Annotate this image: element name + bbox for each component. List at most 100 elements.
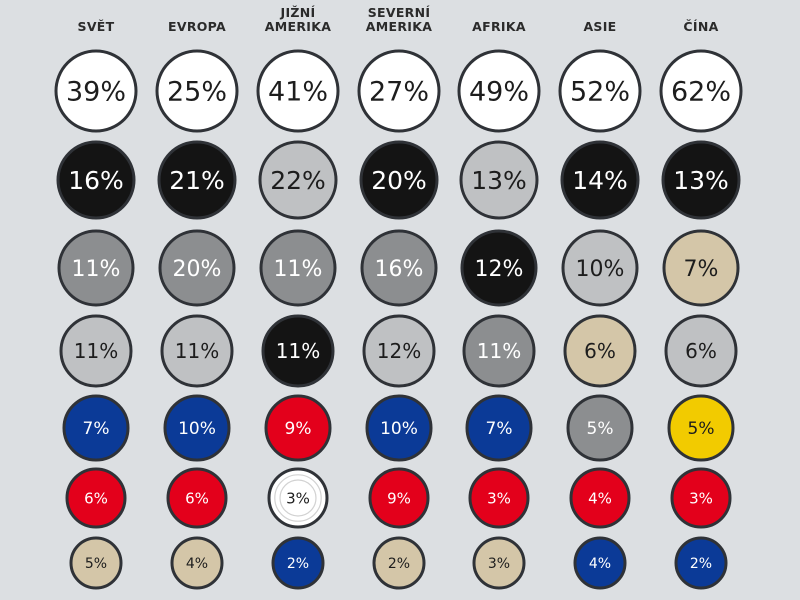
bubble-circle (468, 467, 530, 529)
bubble: 13% (661, 140, 741, 220)
bubble-value: 11% (175, 339, 219, 363)
bubble-value: 12% (475, 257, 524, 282)
bubble-value: 4% (186, 556, 208, 572)
bubble-value: 7% (486, 419, 513, 439)
bubble-circle (462, 314, 536, 388)
bubble-value: 13% (471, 166, 527, 195)
bubble-value: 11% (276, 339, 320, 363)
bubble-value: 4% (588, 489, 612, 507)
bubble-value: 3% (487, 489, 511, 507)
bubble-value: 10% (576, 257, 625, 282)
bubble: 2% (674, 536, 728, 590)
bubble-value: 12% (377, 339, 421, 363)
bubble: 12% (362, 314, 436, 388)
bubble: 9% (264, 394, 332, 462)
bubble: 3% (670, 467, 732, 529)
bubble-value: 27% (369, 77, 429, 108)
bubble-value: 16% (375, 257, 424, 282)
bubble-value: 14% (572, 166, 628, 195)
bubble: 25% (155, 49, 239, 133)
bubble-circle (670, 467, 732, 529)
bubble-value: 3% (488, 556, 510, 572)
column-header: EVROPA (168, 19, 226, 34)
column-header: SVĚT (78, 19, 115, 34)
bubble: 39% (54, 49, 138, 133)
bubble: 4% (569, 467, 631, 529)
column-header: ČÍNA (683, 19, 718, 34)
bubble-circle (365, 394, 433, 462)
bubble-value: 3% (286, 489, 310, 507)
bubble-circle (662, 229, 740, 307)
bubble-circle (661, 140, 741, 220)
bubble: 6% (166, 467, 228, 529)
bubble: 52% (558, 49, 642, 133)
bubble-circle (560, 140, 640, 220)
bubble-circle (659, 49, 743, 133)
bubble: 21% (157, 140, 237, 220)
bubble-value: 11% (274, 257, 323, 282)
bubble-value: 25% (167, 77, 227, 108)
bubble: 6% (664, 314, 738, 388)
bubble-value: 52% (570, 77, 630, 108)
bubble-value: 49% (469, 77, 529, 108)
bubble-circle (59, 314, 133, 388)
bubble-circle (256, 49, 340, 133)
bubble: 11% (259, 229, 337, 307)
bubble: 41% (256, 49, 340, 133)
bubble-value: 11% (74, 339, 118, 363)
bubble-value: 5% (587, 419, 614, 439)
bubble-value: 4% (589, 556, 611, 572)
bubble-value: 39% (66, 77, 126, 108)
bubble-value: 10% (380, 419, 418, 439)
bubble-value: 2% (287, 556, 309, 572)
bubble-value: 6% (185, 489, 209, 507)
bubble-value: 20% (173, 257, 222, 282)
bubble-ring (279, 479, 317, 517)
bubble-circle (360, 229, 438, 307)
bubble-circle (472, 536, 526, 590)
bubble: 7% (62, 394, 130, 462)
bubble-value: 6% (84, 489, 108, 507)
bubble-value: 21% (169, 166, 225, 195)
bubble-circle (267, 467, 329, 529)
column-header: SEVERNÍ AMERIKA (366, 5, 432, 34)
bubble-value: 7% (83, 419, 110, 439)
bubble-circle (170, 536, 224, 590)
bubble-value: 5% (688, 419, 715, 439)
bubble: 14% (560, 140, 640, 220)
bubble-circle (465, 394, 533, 462)
column-header: ASIE (583, 19, 616, 34)
bubble-value: 13% (673, 166, 729, 195)
bubble-value: 6% (685, 339, 717, 363)
bubble-circle (368, 467, 430, 529)
bubble-value: 6% (584, 339, 616, 363)
bubble-circle (674, 536, 728, 590)
bubble: 2% (271, 536, 325, 590)
bubble-circle (457, 49, 541, 133)
bubble-value: 9% (387, 489, 411, 507)
bubble-value: 5% (85, 556, 107, 572)
bubble-value: 11% (477, 339, 521, 363)
bubble: 10% (365, 394, 433, 462)
bubble: 12% (460, 229, 538, 307)
bubble-circle (65, 467, 127, 529)
bubble: 11% (261, 314, 335, 388)
bubble-circle (569, 467, 631, 529)
bubble-circle (160, 314, 234, 388)
bubble-circle (359, 140, 439, 220)
bubble: 27% (357, 49, 441, 133)
bubble-circle (157, 140, 237, 220)
bubble-circle (163, 394, 231, 462)
bubble-circle (362, 314, 436, 388)
bubble: 5% (667, 394, 735, 462)
bubble-circle (259, 229, 337, 307)
bubble-circle (264, 394, 332, 462)
bubble: 3% (472, 536, 526, 590)
bubble: 11% (57, 229, 135, 307)
bubble-value: 3% (689, 489, 713, 507)
bubble: 10% (163, 394, 231, 462)
column-header: JIŽNÍ AMERIKA (265, 5, 331, 34)
bubble-value: 20% (371, 166, 427, 195)
bubble-circle (56, 140, 136, 220)
bubble: 16% (360, 229, 438, 307)
